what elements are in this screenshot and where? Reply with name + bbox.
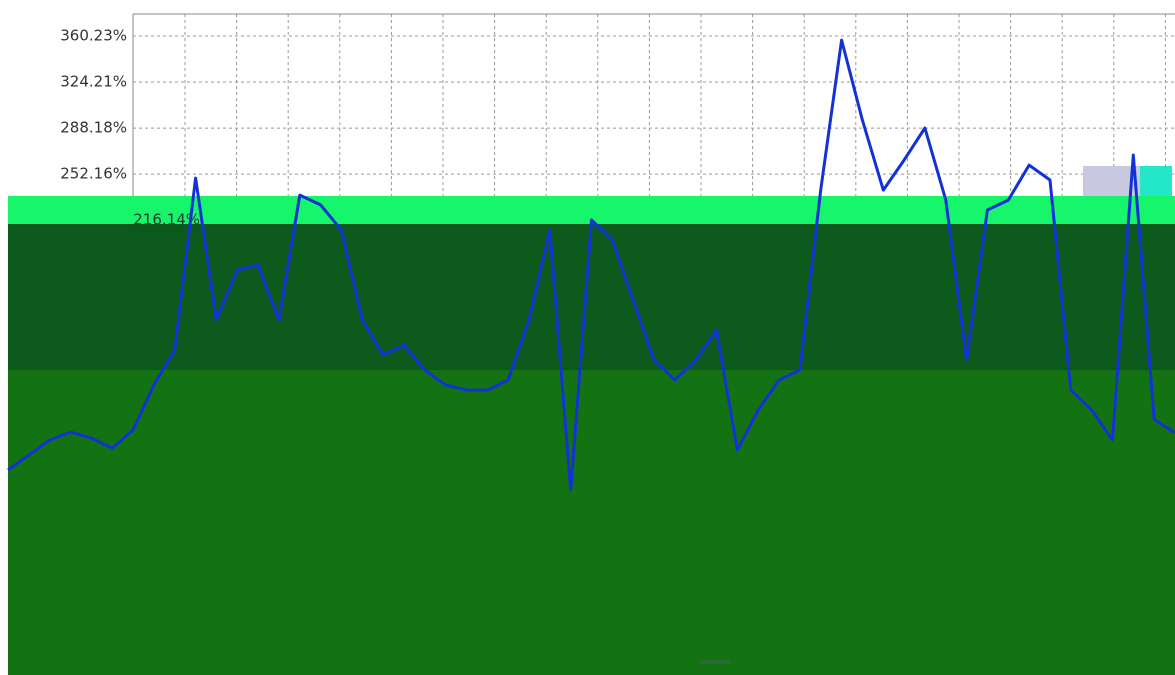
scroll-mark — [700, 660, 730, 664]
overlay-box — [1140, 166, 1172, 196]
overlay-dark — [8, 224, 1175, 370]
y-tick-label: 324.21% — [60, 73, 127, 91]
y-tick-label: 216.14% — [133, 211, 200, 229]
y-tick-label: 288.18% — [60, 119, 127, 137]
y-tick-label: 252.16% — [60, 165, 127, 183]
y-tick-label: 360.23% — [60, 27, 127, 45]
line-series — [7, 38, 1175, 492]
overlay-green — [8, 370, 1175, 675]
